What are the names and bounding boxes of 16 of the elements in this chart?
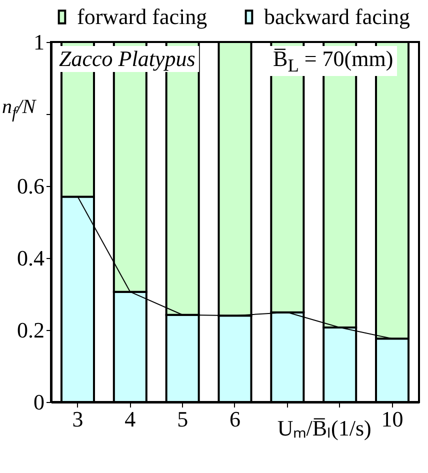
y-tick-label: 0.4 (17, 246, 44, 270)
x-tick-label: 6 (230, 406, 240, 432)
annotation: Zacco Platypus (55, 46, 200, 72)
y-tick-label: 0.6 (17, 174, 44, 198)
y-axis-title: n$_{f}$/N (2, 96, 36, 123)
x-tick-label: 10 (381, 406, 404, 432)
legend-label: backward facing (264, 4, 410, 29)
x-tick-label: 4 (124, 406, 136, 432)
y-tick-label: 0 (34, 390, 44, 414)
y-tick-label: 1 (34, 30, 44, 54)
y-tick-label: 0.2 (17, 318, 44, 342)
x-axis-title: Uₘ/B̅ₗ(1/s) (277, 416, 372, 440)
x-tick-label: 5 (177, 406, 188, 432)
annotation: B̅$_{L}$ = 70(mm) (269, 46, 398, 76)
legend-label: forward facing (77, 4, 208, 29)
x-tick-label: 3 (72, 406, 84, 432)
